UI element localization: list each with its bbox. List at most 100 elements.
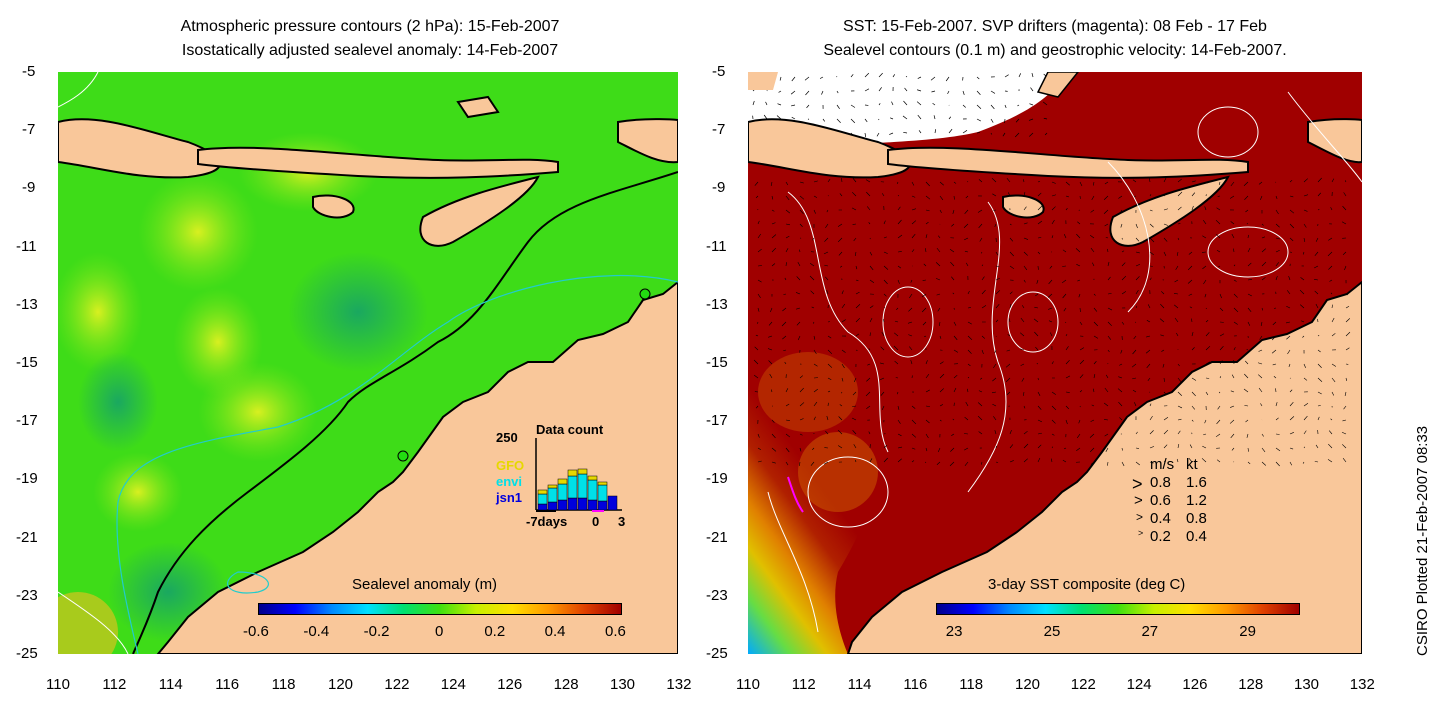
- velocity-vector: [992, 377, 997, 382]
- velocity-vector: [967, 290, 970, 295]
- right-title-line2: Sealevel contours (0.1 m) and geostrophi…: [823, 42, 1287, 59]
- velocity-vector: [1092, 181, 1095, 186]
- velocity-vector: [1163, 251, 1167, 257]
- velocity-vector: [889, 132, 894, 135]
- velocity-vector: [1089, 235, 1095, 239]
- inset-x-three: 3: [618, 514, 626, 529]
- velocity-vector: [1118, 195, 1123, 199]
- velocity-vector: [1300, 304, 1305, 309]
- velocity-vector: [1062, 249, 1067, 253]
- velocity-vector: [838, 251, 843, 256]
- velocity-vector: [810, 290, 815, 295]
- velocity-vector: [924, 335, 927, 338]
- velocity-vector: [1050, 458, 1053, 463]
- velocity-vector: [1036, 279, 1039, 284]
- histogram-bar: [597, 481, 608, 486]
- velocity-vector: [1344, 180, 1347, 183]
- velocity-vector: [836, 118, 841, 123]
- velocity-vector: [967, 349, 972, 354]
- velocity-vector: [826, 415, 829, 421]
- velocity-vector: [770, 389, 773, 393]
- velocity-vector: [909, 346, 913, 351]
- velocity-vector: [1036, 363, 1039, 365]
- velocity-vector: [894, 360, 899, 365]
- velocity-vector: [1247, 461, 1251, 465]
- velocity-vector: [1104, 223, 1109, 227]
- velocity-vector: [897, 433, 902, 437]
- histogram-bar: [567, 475, 578, 499]
- velocity-vector: [864, 132, 867, 138]
- velocity-vector: [785, 209, 791, 214]
- right-colorbar-label: 3-day SST composite (deg C): [988, 576, 1186, 593]
- velocity-vector: [1286, 305, 1291, 309]
- velocity-vector: [867, 206, 871, 211]
- velocity-vector: [783, 293, 787, 295]
- velocity-vector: [1031, 72, 1034, 78]
- right-title-line1: SST: 15-Feb-2007. SVP drifters (magenta)…: [843, 18, 1267, 35]
- velocity-vector: [1314, 461, 1319, 463]
- velocity-vector: [752, 100, 755, 106]
- y-tick-label: -5: [712, 63, 726, 80]
- velocity-kt: 0.8: [1186, 510, 1207, 527]
- velocity-vector: [1107, 461, 1109, 466]
- velocity-vector: [995, 461, 999, 463]
- velocity-vector: [981, 289, 986, 295]
- velocity-vector: [1076, 233, 1081, 239]
- velocity-vector: [995, 290, 1001, 295]
- velocity-vector: [981, 461, 983, 465]
- velocity-vector: [785, 388, 789, 393]
- velocity-vector: [1048, 279, 1053, 285]
- velocity-vector: [1219, 307, 1224, 312]
- velocity-vector: [1300, 277, 1305, 281]
- velocity-vector: [1028, 118, 1034, 121]
- velocity-vector: [796, 276, 801, 281]
- velocity-vector: [1023, 443, 1029, 449]
- velocity-vector: [1093, 321, 1098, 327]
- velocity-vector: [841, 349, 846, 353]
- velocity-vector: [799, 418, 804, 421]
- velocity-vector: [911, 195, 916, 198]
- velocity-vector: [1163, 223, 1169, 226]
- histogram-bar: [557, 483, 568, 501]
- velocity-vector: [1135, 223, 1138, 229]
- left-colorbar-tick: 0.4: [544, 623, 566, 640]
- velocity-vector: [1134, 402, 1137, 407]
- velocity-vector: [783, 349, 787, 352]
- velocity-vector: [1176, 332, 1179, 337]
- velocity-vector: [799, 195, 805, 200]
- velocity-vector: [1275, 402, 1278, 407]
- velocity-vector: [819, 76, 824, 79]
- x-tick-label: 126: [1182, 676, 1208, 693]
- velocity-vector: [1149, 446, 1155, 449]
- velocity-vector: [1077, 433, 1081, 439]
- velocity-vector: [1177, 237, 1180, 241]
- velocity-vector: [1260, 321, 1263, 326]
- velocity-vector: [1043, 117, 1048, 120]
- histogram-bar: [557, 499, 568, 511]
- velocity-vector: [836, 104, 840, 109]
- velocity-vector: [1317, 416, 1320, 421]
- velocity-vector: [1048, 320, 1053, 323]
- velocity-vector: [1229, 419, 1235, 424]
- velocity-vector: [1288, 363, 1291, 367]
- velocity-vector: [771, 222, 776, 225]
- velocity-vector: [1077, 279, 1081, 282]
- velocity-vector: [976, 90, 981, 95]
- velocity-vector: [1303, 363, 1306, 369]
- velocity-vector: [1163, 416, 1169, 421]
- velocity-vector: [881, 331, 885, 337]
- velocity-vector: [1034, 331, 1039, 337]
- velocity-vector: [897, 446, 903, 449]
- velocity-vector: [1203, 279, 1207, 285]
- velocity-vector: [978, 179, 983, 183]
- velocity-vector: [893, 345, 899, 351]
- velocity-vector: [990, 132, 992, 135]
- velocity-vector: [1132, 179, 1137, 183]
- velocity-vector: [785, 195, 790, 201]
- velocity-vector: [937, 307, 941, 312]
- velocity-vector: [757, 321, 759, 324]
- histogram-bar: [597, 500, 608, 511]
- sst-map: [748, 72, 1362, 654]
- velocity-vector: [810, 262, 815, 267]
- velocity-vector: [939, 181, 944, 186]
